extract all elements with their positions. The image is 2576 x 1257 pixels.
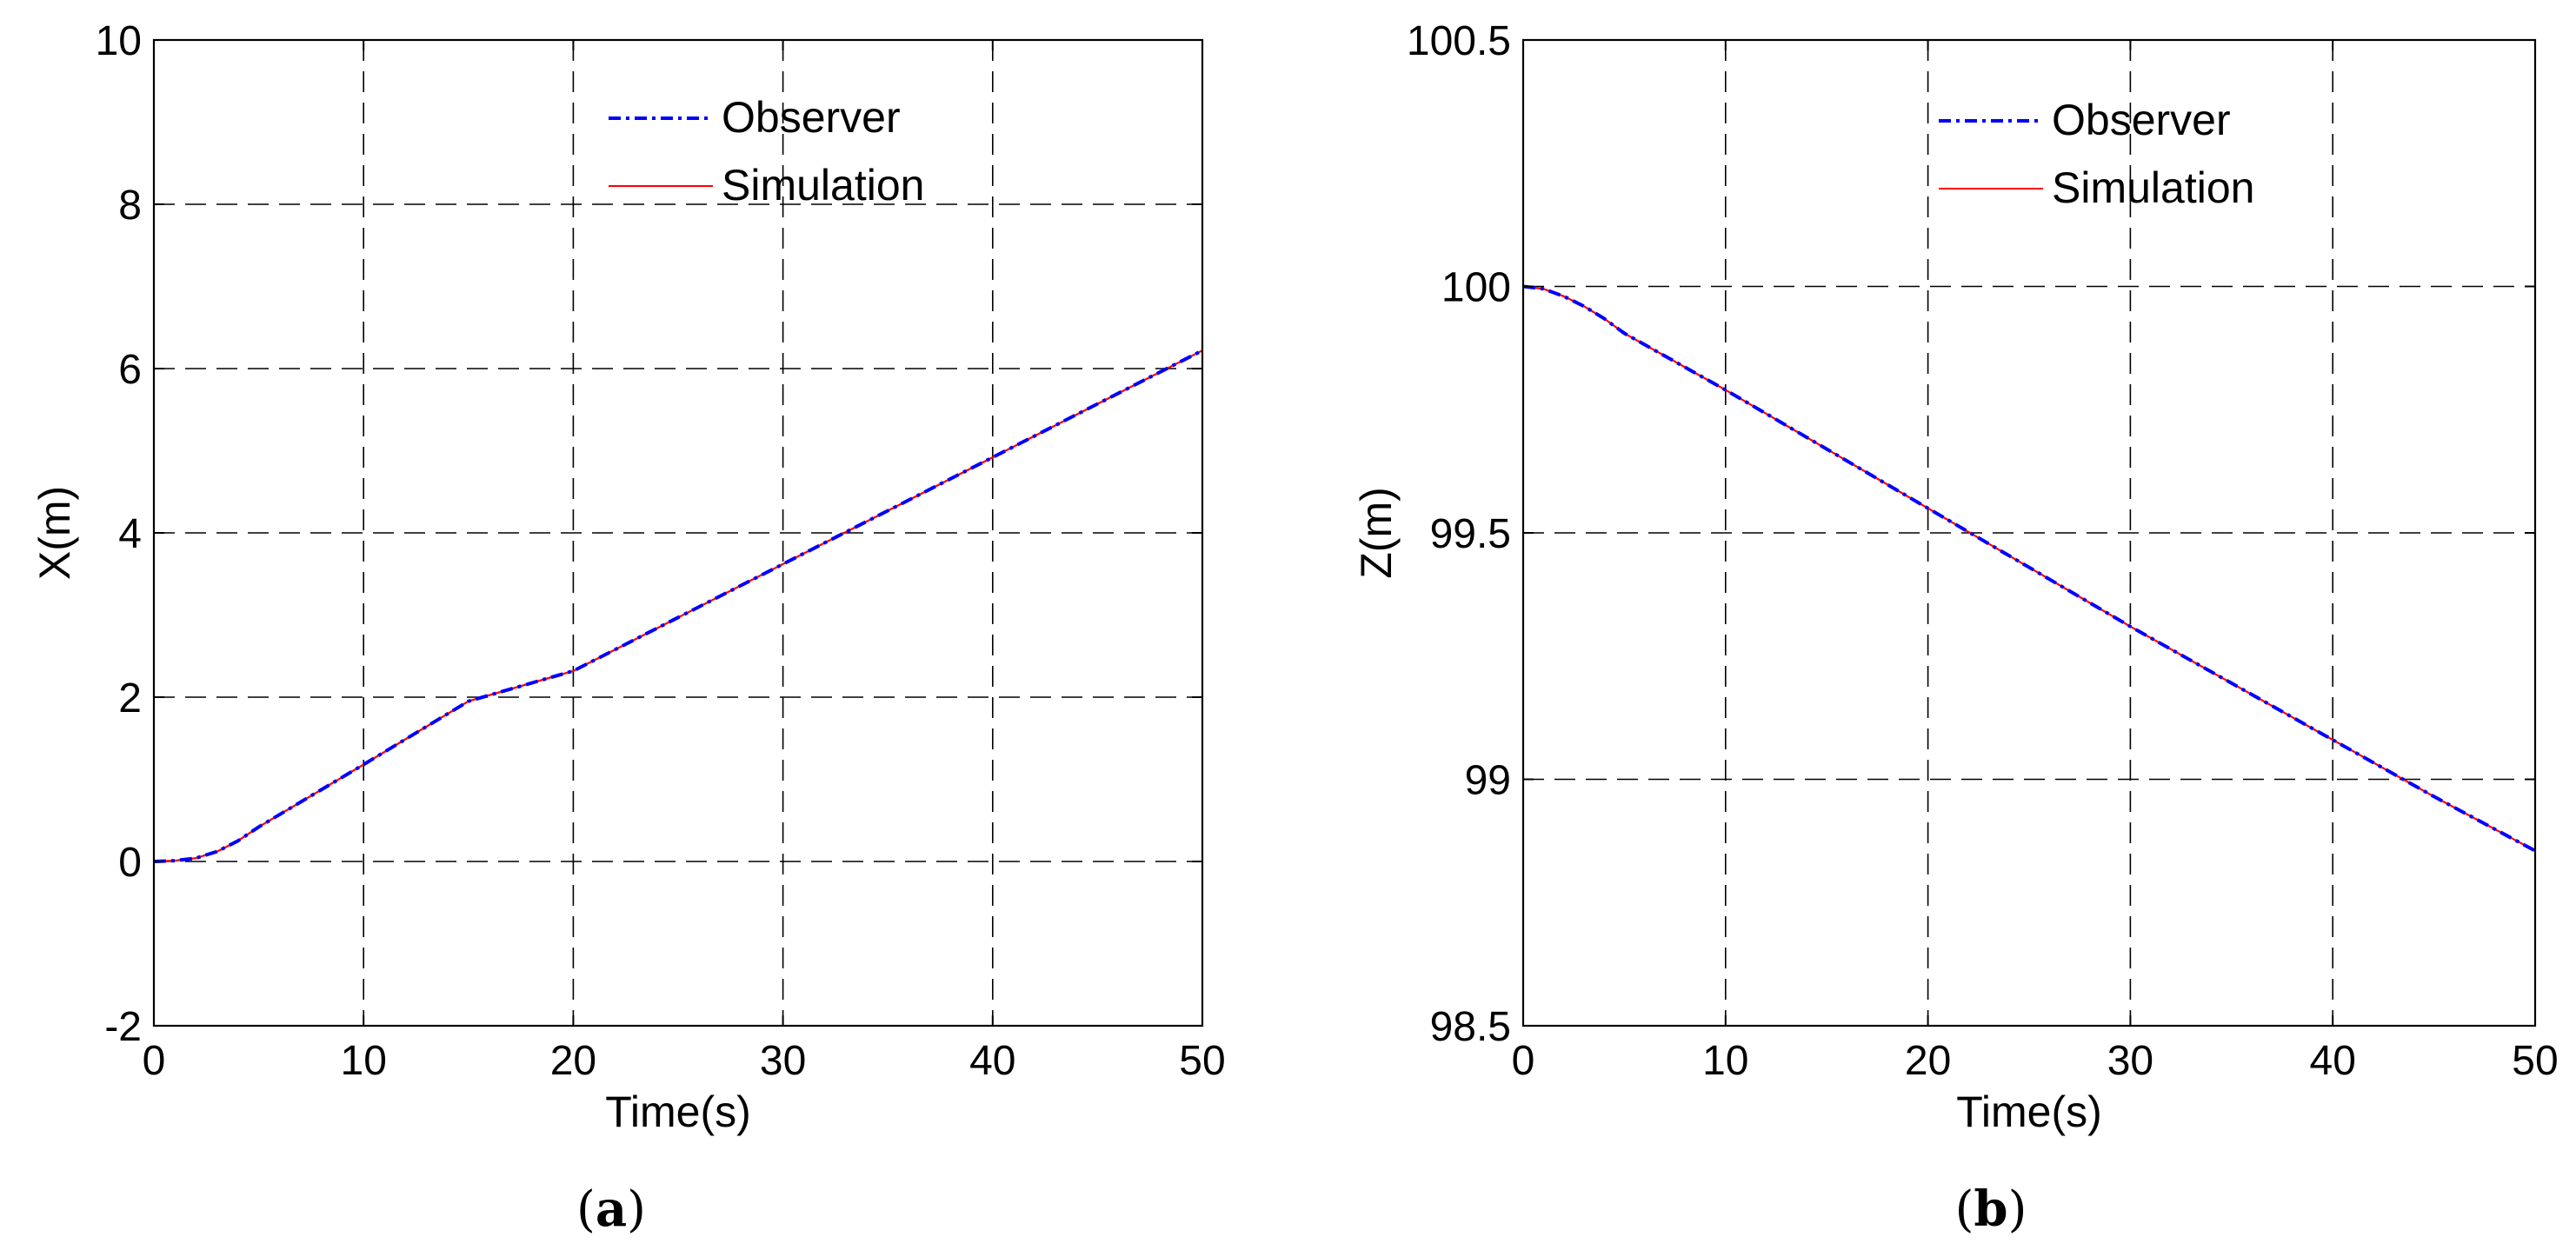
x-tick-label: 30	[2107, 1038, 2153, 1084]
y-tick-label: 98.5	[1430, 1004, 1511, 1050]
x-tick-label: 0	[143, 1038, 166, 1084]
series-line-simulation	[153, 349, 1203, 863]
panel-caption-letter-b: b	[1974, 1181, 2007, 1238]
x-tick-label: 10	[1702, 1038, 1748, 1084]
series-line-observer	[1522, 284, 2536, 853]
panel-caption-b: (b)	[1955, 1181, 2027, 1238]
y-tick-label: 0	[118, 840, 142, 886]
x-tick-label: 20	[1905, 1038, 1951, 1084]
legend-label-observer: Observer	[2052, 96, 2231, 144]
ticks-a	[153, 39, 1203, 1027]
y-tick-label: 10	[96, 18, 142, 64]
legend-b: Observer Simulation	[1939, 96, 2254, 212]
y-tick-label: 4	[118, 511, 142, 557]
y-tick-label: 99.5	[1430, 511, 1511, 557]
legend-label-simulation: Simulation	[722, 161, 924, 210]
y-tick-label: -2	[104, 1004, 142, 1050]
panel-caption-a: (a)	[576, 1181, 646, 1238]
y-tick-label: 2	[118, 675, 142, 722]
y-tick-label: 99	[1465, 758, 1511, 804]
ticks-b	[1522, 39, 2536, 1027]
series-line-observer	[153, 349, 1203, 863]
legend-label-simulation: Simulation	[2052, 163, 2254, 212]
x-tick-label: 40	[2310, 1038, 2356, 1084]
legend-a: Observer Simulation	[609, 93, 924, 210]
series-layer-a	[153, 349, 1203, 863]
x-tick-label: 50	[1179, 1038, 1225, 1084]
y-tick-label: 100	[1441, 265, 1511, 311]
tick-labels-b: 0 10 20 30 40 50 98.5 99 99.5 100 100.5	[1407, 18, 2559, 1084]
legend-label-observer: Observer	[722, 93, 901, 142]
x-tick-label: 20	[550, 1038, 596, 1084]
x-axis-title-a: Time(s)	[605, 1087, 751, 1136]
chart-panel-b: 0 10 20 30 40 50 98.5 99 99.5 100 100.5 Time(s) Z(…	[1352, 18, 2559, 1238]
panel-caption-letter-a: a	[596, 1181, 627, 1238]
series-layer-b	[1522, 284, 2536, 853]
x-axis-title-b: Time(s)	[1956, 1087, 2102, 1136]
y-axis-title-b: Z(m)	[1352, 487, 1401, 579]
grid-a	[154, 40, 1202, 1026]
y-tick-label: 8	[118, 183, 142, 229]
x-tick-label: 10	[341, 1038, 387, 1084]
x-tick-label: 0	[1512, 1038, 1535, 1084]
y-tick-label: 100.5	[1407, 18, 1511, 64]
y-axis-title-a: X(m)	[30, 486, 79, 580]
grid-b	[1523, 40, 2535, 1026]
y-tick-label: 6	[118, 347, 142, 393]
x-tick-label: 30	[760, 1038, 806, 1084]
x-tick-label: 40	[969, 1038, 1015, 1084]
x-tick-label: 50	[2512, 1038, 2558, 1084]
